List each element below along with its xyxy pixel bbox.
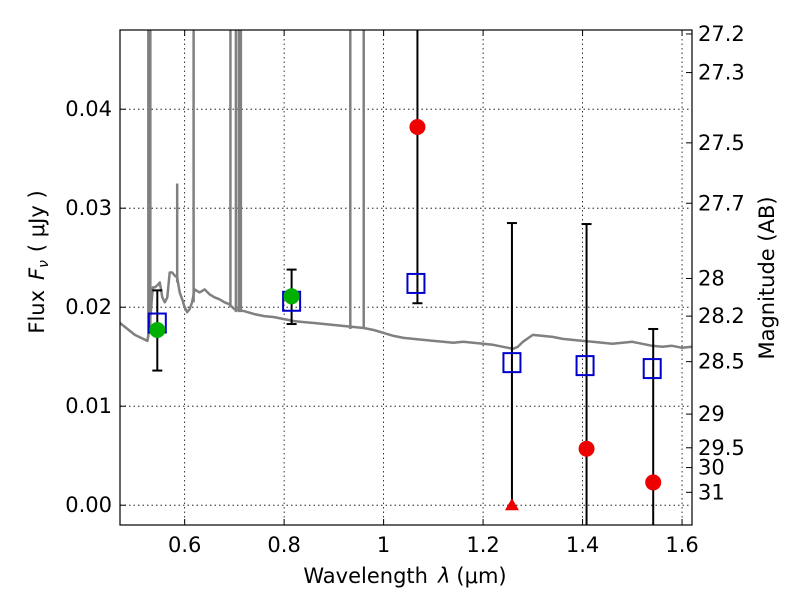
y-tick-label: 0.02: [65, 295, 112, 319]
nondetection-point: [645, 474, 662, 491]
y2-tick-label: 27.2: [698, 22, 745, 46]
detection-point: [283, 288, 300, 305]
x-tick-label: 0.8: [267, 533, 300, 557]
marker-layer: [147, 119, 662, 511]
model-photometry-point: [502, 352, 522, 374]
tick-layer: 0.6 0.8 1 1.2 1.4 1.6 0.00 0.01 0.02 0.03 0.04 27.2…: [65, 22, 745, 557]
y2-tick-label: 28: [698, 266, 725, 290]
model-photometry-point: [642, 358, 662, 380]
y-tick-label: 0.04: [65, 97, 112, 121]
detection-point: [149, 321, 166, 338]
y2-tick-label: 28.5: [698, 350, 745, 374]
y-tick-label: 0.01: [65, 394, 112, 418]
model-photometry-point: [575, 355, 595, 377]
y-tick-label: 0.03: [65, 196, 112, 220]
model-spectrum-line: [119, 271, 693, 351]
x-axis-label-symbol: λ: [437, 564, 450, 588]
x-axis-label-unit: (μm): [456, 564, 506, 588]
y-axis-label-symbol: F: [25, 267, 49, 280]
y2-axis-label: Magnitude (AB): [755, 196, 779, 359]
plot-frame: [119, 29, 693, 526]
y2-tick-label: 30: [698, 456, 725, 480]
upper-limit-point: [504, 498, 519, 511]
grid-layer: [120, 30, 692, 525]
y2-tick-label: 27.3: [698, 61, 745, 85]
y2-tick-label: 27.7: [698, 191, 745, 215]
y-axis-label: Flux Fν ( μJy ): [25, 190, 52, 333]
y2-tick-label: 29: [698, 402, 725, 426]
x-tick-label: 1: [377, 533, 390, 557]
x-tick-label: 1.4: [566, 533, 599, 557]
nondetection-point: [578, 440, 595, 457]
y2-tick-label: 29.5: [698, 436, 745, 460]
y-axis-label-text: Flux: [25, 290, 49, 334]
spectrum-layer: [119, 30, 693, 351]
y-axis-label-subscript: ν: [36, 260, 52, 268]
y-tick-label: 0.00: [65, 493, 112, 517]
y2-tick-label: 28.2: [698, 304, 745, 328]
nondetection-point: [409, 119, 426, 136]
x-tick-label: 0.6: [168, 533, 201, 557]
y2-tick-label: 27.5: [698, 131, 745, 155]
y2-tick-label: 31: [698, 480, 725, 504]
y-axis-label-unit: ( μJy ): [25, 190, 49, 252]
model-photometry-point: [406, 272, 426, 294]
x-axis-label-text: Wavelength: [303, 564, 428, 588]
x-tick-label: 1.6: [665, 533, 698, 557]
x-tick-label: 1.2: [466, 533, 499, 557]
x-axis-label: Wavelength λ (μm): [303, 564, 506, 588]
